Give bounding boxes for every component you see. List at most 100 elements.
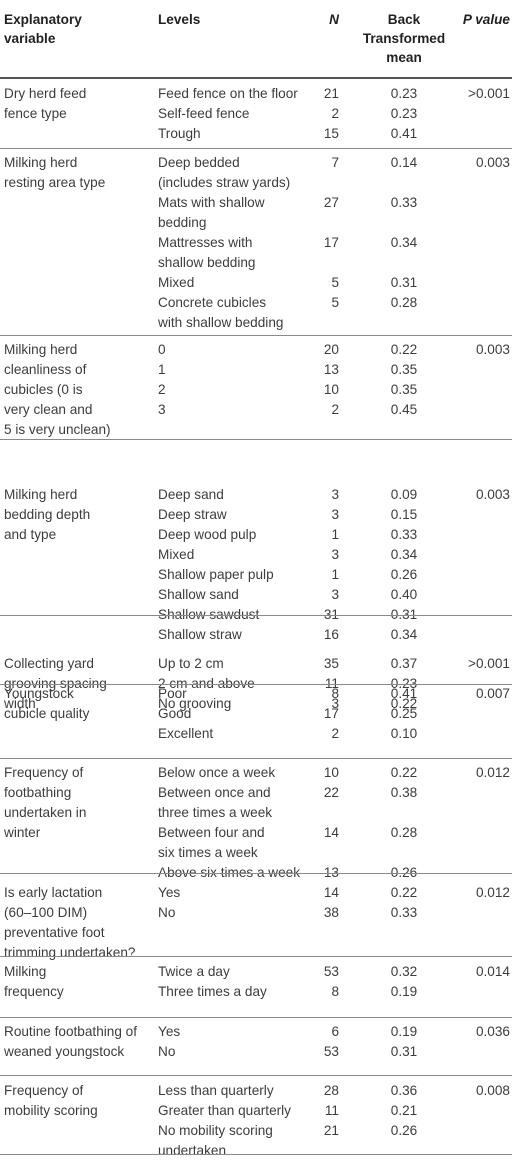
- level-cell-line: (includes straw yards): [158, 175, 291, 190]
- mean-cell: 0.23: [390, 676, 418, 691]
- n-cell: 21: [323, 1123, 339, 1138]
- variable-cell-line: Frequency of: [4, 1083, 84, 1098]
- mean-cell: 0.22: [390, 765, 418, 780]
- p-value-cell: 0.007: [475, 686, 510, 701]
- level-cell-line: 0: [158, 342, 166, 357]
- variable-cell-line: width: [4, 696, 36, 711]
- row-divider: [0, 1154, 512, 1155]
- n-cell: 10: [323, 765, 339, 780]
- header-p-value: P value: [462, 12, 510, 27]
- level-cell-line: 2 cm and above: [158, 676, 255, 691]
- level-cell: Deep wood pulp: [158, 525, 338, 545]
- level-cell-line: No: [158, 1044, 176, 1059]
- level-cell: Less than quarterly: [158, 1081, 338, 1101]
- level-cell-line: 2: [158, 382, 166, 397]
- variable-cell: Milking herd resting area type: [4, 153, 150, 193]
- mean-cell: 0.34: [390, 627, 418, 642]
- variable-cell-line: footbathing: [4, 785, 72, 800]
- level-cell: Yes: [158, 1022, 338, 1042]
- level-cell-line: Concrete cubicles: [158, 295, 267, 310]
- n-cell: 6: [331, 1024, 339, 1039]
- variable-cell-line: Dry herd feed: [4, 86, 87, 101]
- header-n: N: [329, 12, 339, 27]
- level-cell: Deep straw: [158, 505, 338, 525]
- level-cell-line: undertaken: [158, 1143, 227, 1158]
- n-cell: 28: [323, 1083, 339, 1098]
- level-cell-line: Self-feed fence: [158, 106, 250, 121]
- header-divider: [0, 77, 512, 79]
- p-value-cell: 0.036: [475, 1024, 510, 1039]
- mean-cell: 0.41: [390, 126, 418, 141]
- n-cell: 2: [331, 726, 339, 741]
- level-cell-line: Between once and: [158, 785, 271, 800]
- level-cell: Three times a day: [158, 982, 338, 1002]
- n-cell: 10: [323, 382, 339, 397]
- variable-cell-line: Routine footbathing of: [4, 1024, 138, 1039]
- level-cell: Above six times a week: [158, 863, 338, 883]
- variable-cell-line: grooving spacing: [4, 676, 107, 691]
- variable-cell-line: cleanliness of: [4, 362, 87, 377]
- p-value-cell: 0.003: [475, 487, 510, 502]
- level-cell: 2 cm and above: [158, 674, 338, 694]
- mean-cell: 0.23: [390, 106, 418, 121]
- row-divider: [0, 615, 512, 616]
- level-cell: Mats with shallow bedding: [158, 193, 338, 233]
- variable-cell-line: frequency: [4, 984, 64, 999]
- level-cell-line: Mats with shallow: [158, 195, 265, 210]
- level-cell-line: 3: [158, 402, 166, 417]
- n-cell: 8: [331, 984, 339, 999]
- variable-cell-line: cubicles (0 is: [4, 382, 83, 397]
- variable-cell-line: Is early lactation: [4, 885, 103, 900]
- mean-cell: 0.19: [390, 1024, 418, 1039]
- level-cell: 2: [158, 380, 338, 400]
- level-cell: Concrete cubicles with shallow bedding: [158, 293, 338, 333]
- level-cell-line: three times a week: [158, 805, 273, 820]
- n-cell: 2: [331, 106, 339, 121]
- variable-cell-line: preventative foot: [4, 925, 105, 940]
- level-cell: Mixed: [158, 273, 338, 293]
- level-cell: Yes: [158, 883, 338, 903]
- mean-cell: 0.35: [390, 382, 418, 397]
- n-cell: 14: [323, 885, 339, 900]
- mean-cell: 0.22: [390, 696, 418, 711]
- n-cell: 13: [323, 865, 339, 880]
- mean-cell: 0.28: [390, 825, 418, 840]
- row-divider: [0, 1017, 512, 1018]
- level-cell-line: Below once a week: [158, 765, 276, 780]
- level-cell: Shallow sawdust: [158, 605, 338, 625]
- mean-cell: 0.21: [390, 1103, 418, 1118]
- level-cell-line: Yes: [158, 885, 181, 900]
- level-cell-line: Greater than quarterly: [158, 1103, 291, 1118]
- n-cell: 2: [331, 402, 339, 417]
- level-cell: Deep sand: [158, 485, 338, 505]
- mean-cell: 0.34: [390, 235, 418, 250]
- variable-cell: Youngstock cubicle quality: [4, 684, 150, 724]
- level-cell: Shallow straw: [158, 625, 338, 645]
- level-cell: Deep bedded (includes straw yards): [158, 153, 338, 193]
- level-cell-line: Poor: [158, 686, 187, 701]
- level-cell-line: Excellent: [158, 726, 214, 741]
- level-cell-line: Deep sand: [158, 487, 224, 502]
- variable-cell-line: bedding depth: [4, 507, 91, 522]
- mean-cell: 0.33: [390, 527, 418, 542]
- variable-cell-line: Collecting yard: [4, 656, 94, 671]
- mean-cell: 0.33: [390, 195, 418, 210]
- mean-cell: 0.32: [390, 964, 418, 979]
- level-cell-line: Between four and: [158, 825, 265, 840]
- variable-cell-line: mobility scoring: [4, 1103, 98, 1118]
- variable-cell-line: Youngstock: [4, 686, 74, 701]
- n-cell: 11: [324, 676, 339, 691]
- p-value-cell: 0.003: [475, 155, 510, 170]
- n-cell: 38: [323, 905, 339, 920]
- level-cell-line: Up to 2 cm: [158, 656, 224, 671]
- n-cell: 53: [323, 1044, 339, 1059]
- n-cell: 20: [323, 342, 339, 357]
- mean-cell: 0.40: [390, 587, 418, 602]
- n-cell: 13: [323, 362, 339, 377]
- level-cell: Between once and three times a week: [158, 783, 338, 823]
- variable-cell-line: Frequency of: [4, 765, 84, 780]
- variable-cell: Is early lactation (60–100 DIM) preventati…: [4, 883, 150, 963]
- n-cell: 8: [331, 686, 339, 701]
- mean-cell: 0.45: [390, 402, 418, 417]
